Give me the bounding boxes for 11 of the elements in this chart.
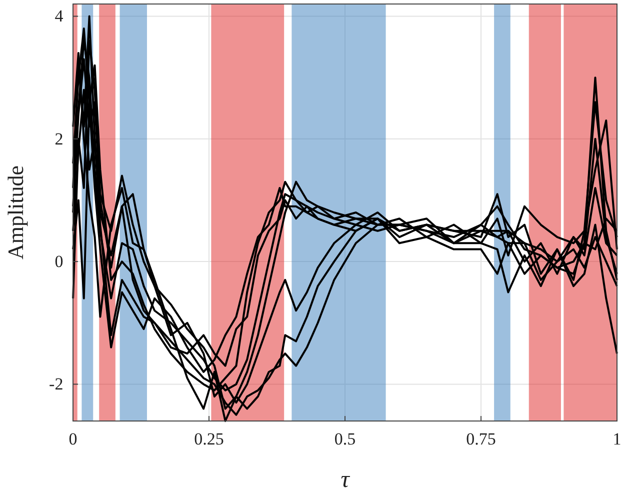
- x-tick-label: 0.75: [466, 429, 496, 448]
- y-tick-label: 2: [54, 129, 64, 148]
- y-axis-title: Amplitude: [3, 165, 28, 260]
- x-tick-label: 0.5: [334, 429, 356, 448]
- x-tick-label: 0.25: [194, 429, 224, 448]
- y-tick-label: 0: [54, 252, 64, 271]
- x-axis-title: τ: [340, 467, 351, 493]
- x-tick-label: 0: [68, 429, 78, 448]
- y-tick-label: -2: [49, 374, 64, 394]
- y-tick-label: 4: [54, 6, 64, 26]
- x-tick-label: 1: [612, 429, 622, 448]
